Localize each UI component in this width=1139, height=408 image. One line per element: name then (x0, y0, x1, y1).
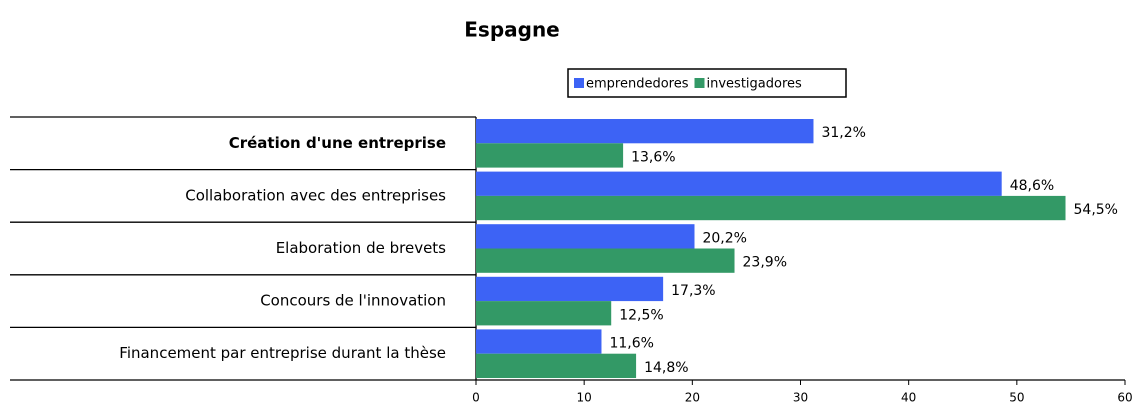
chart-title: Espagne (464, 18, 560, 42)
value-label: 54,5% (1074, 202, 1118, 218)
bar (476, 248, 735, 273)
category-label: Collaboration avec des entreprises (185, 186, 446, 204)
x-tick-label: 50 (1009, 391, 1024, 405)
bar (476, 195, 1066, 221)
bar (476, 301, 612, 326)
value-label: 14,8% (644, 360, 688, 376)
bar (476, 329, 602, 354)
value-label: 20,2% (702, 230, 746, 246)
bar (476, 224, 695, 249)
value-label: 13,6% (631, 149, 675, 165)
legend-label: emprendedores (586, 77, 689, 92)
legend-box (567, 68, 847, 98)
x-tick-label: 20 (685, 391, 700, 405)
legend: emprendedores investigadores (567, 68, 847, 98)
bar (476, 143, 624, 168)
category-label: Création d'une entreprise (229, 134, 446, 152)
legend-swatch (694, 78, 705, 88)
value-label: 12,5% (619, 307, 663, 323)
x-tick-label: 30 (793, 391, 808, 405)
bar (476, 276, 664, 302)
bar (476, 119, 814, 144)
value-label: 23,9% (743, 255, 787, 271)
legend-label: investigadores (707, 77, 803, 92)
category-label: Financement par entreprise durant la thè… (119, 344, 446, 362)
bar (476, 353, 637, 378)
x-tick-label: 40 (901, 391, 916, 405)
category-label: Elaboration de brevets (276, 239, 446, 257)
x-tick-label: 0 (472, 391, 480, 405)
value-label: 17,3% (671, 283, 715, 299)
value-label: 31,2% (821, 125, 865, 141)
value-label: 11,6% (609, 336, 653, 352)
value-label: 48,6% (1010, 178, 1054, 194)
x-tick-label: 10 (577, 391, 592, 405)
x-tick-label: 60 (1117, 391, 1132, 405)
bar (476, 171, 1002, 196)
category-label: Concours de l'innovation (260, 292, 446, 310)
legend-swatch (574, 78, 584, 88)
